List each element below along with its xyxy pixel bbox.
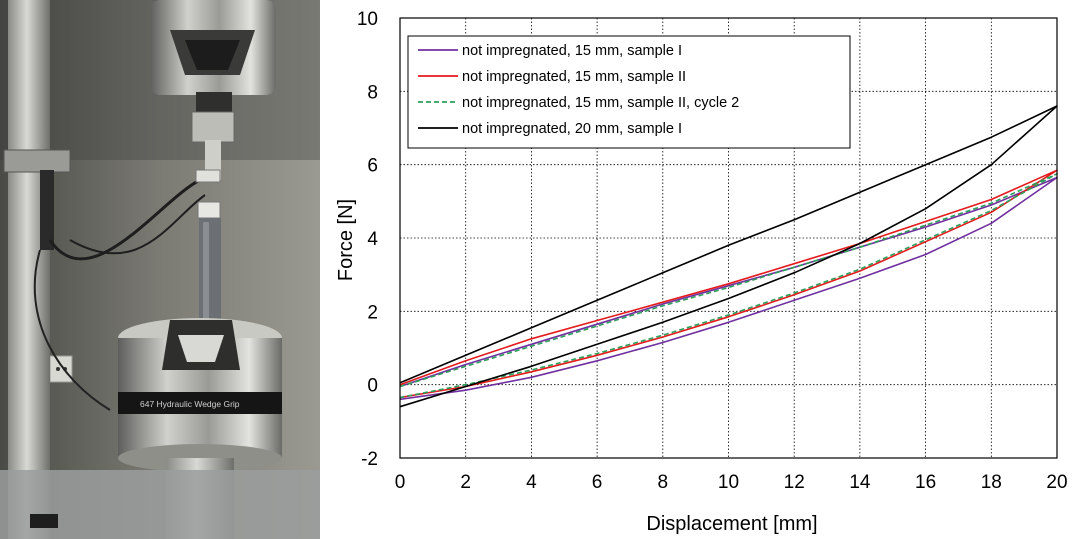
legend-label-1: not impregnated, 15 mm, sample I <box>462 43 682 59</box>
plot-frame <box>399 17 1058 459</box>
x-tick-labels: 0 2 4 6 8 10 12 14 16 18 20 <box>395 472 1068 493</box>
x-tick-label: 10 <box>718 472 739 493</box>
test-rig-photo: 647 Hydraulic Wedge Grip <box>0 0 320 539</box>
legend-label-4: not impregnated, 20 mm, sample I <box>462 121 682 137</box>
y-tick-label: 8 <box>367 82 378 103</box>
y-tick-label: 4 <box>367 229 378 250</box>
y-axis-title: Force [N] <box>335 199 357 281</box>
x-tick-label: 8 <box>658 472 669 493</box>
y-tick-label: 6 <box>367 156 378 177</box>
x-tick-label: 18 <box>981 472 1002 493</box>
grip-label: 647 Hydraulic Wedge Grip <box>140 399 240 409</box>
x-tick-label: 16 <box>915 472 936 493</box>
x-tick-label: 0 <box>395 472 406 493</box>
x-tick-label: 6 <box>592 472 603 493</box>
x-tick-label: 14 <box>849 472 871 493</box>
legend-label-2: not impregnated, 15 mm, sample II <box>462 69 686 85</box>
grip-label-band <box>118 392 282 414</box>
x-tick-label: 4 <box>526 472 537 493</box>
x-axis-title: Displacement [mm] <box>646 513 817 535</box>
x-tick-label: 20 <box>1046 472 1067 493</box>
force-displacement-chart: 0 2 4 6 8 10 12 14 16 18 20 -2 0 2 4 6 8 10 Displacement… <box>335 9 1068 535</box>
legend-label-3: not impregnated, 15 mm, sample II, cycle… <box>462 95 739 111</box>
x-tick-label: 2 <box>460 472 471 493</box>
y-tick-label: 0 <box>367 376 378 397</box>
y-tick-label: -2 <box>361 449 378 470</box>
machine-column <box>8 0 50 539</box>
legend: not impregnated, 15 mm, sample I not impr… <box>407 35 851 149</box>
y-tick-labels: -2 0 2 4 6 8 10 <box>357 9 379 470</box>
x-tick-label: 12 <box>784 472 805 493</box>
y-tick-label: 10 <box>357 9 378 30</box>
y-tick-label: 2 <box>367 302 378 323</box>
specimen <box>199 218 221 330</box>
legend-box <box>407 35 851 149</box>
extensometer-clip <box>40 170 54 250</box>
